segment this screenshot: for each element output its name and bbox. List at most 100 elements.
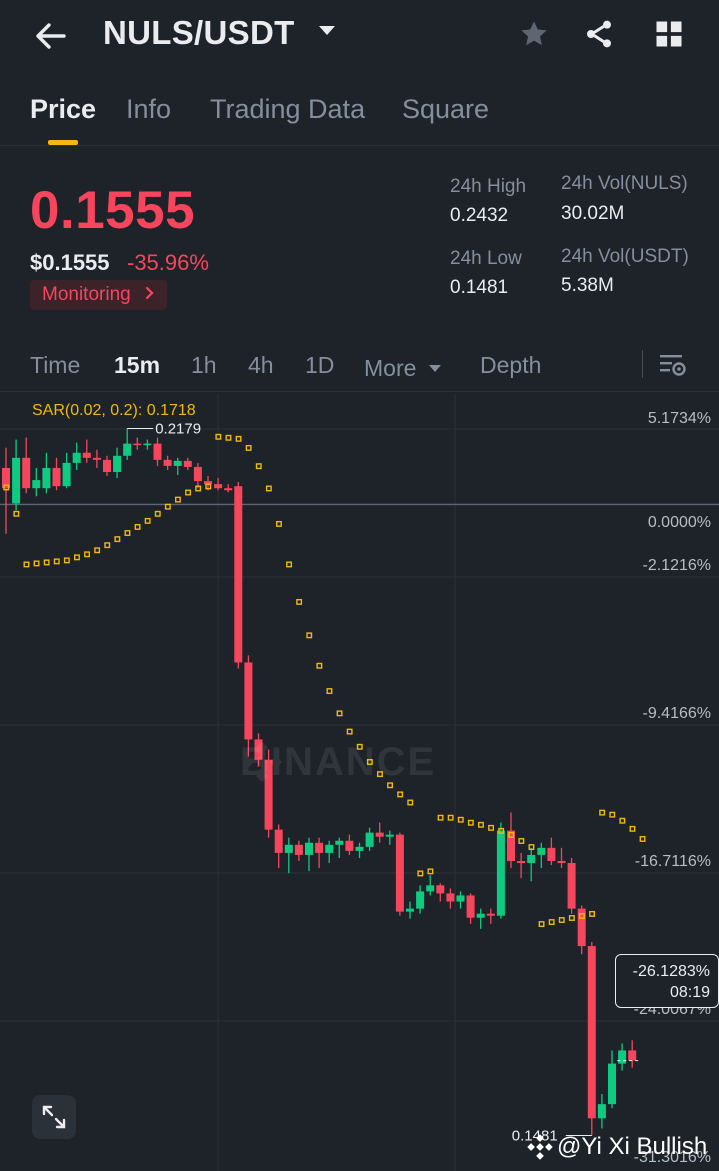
tab-square[interactable]: Square (402, 94, 490, 124)
candle-body (335, 840, 344, 845)
main-tabs: Price Info Trading Data Square (0, 82, 719, 146)
candle-body (32, 480, 41, 489)
star-icon[interactable] (518, 18, 550, 50)
sar-dot (114, 536, 121, 543)
depth-tab[interactable]: Depth (480, 352, 542, 378)
sar-dot (326, 688, 333, 695)
candle-body (224, 488, 233, 491)
chart-settings-icon[interactable] (658, 350, 688, 380)
candle-body (628, 1050, 637, 1061)
candle-body (537, 847, 546, 855)
candle-body (587, 946, 596, 1119)
candle-body (527, 854, 536, 864)
candle-body (274, 829, 283, 853)
share-icon[interactable] (583, 18, 615, 50)
expand-icon[interactable] (32, 1095, 76, 1139)
sar-dot (336, 710, 343, 717)
sar-dot (457, 816, 464, 823)
monitoring-badge[interactable]: Monitoring (30, 280, 167, 310)
sar-dot (23, 561, 30, 568)
candle-body (416, 891, 425, 909)
interval-bar: Time 15m 1h 4h 1D More Depth (0, 340, 719, 392)
sar-dot (356, 743, 363, 750)
candle-body (426, 885, 435, 892)
sar-dot (195, 485, 202, 492)
candle-body (52, 467, 61, 487)
interval-1h[interactable]: 1h (191, 352, 217, 378)
candle-body (294, 844, 303, 855)
sar-dot (579, 913, 585, 919)
price-change-percent: -35.96% (127, 250, 209, 275)
sar-dot (124, 530, 131, 536)
interval-15m[interactable]: 15m (114, 352, 161, 378)
sar-dot (387, 782, 393, 789)
sar-dot (3, 484, 10, 491)
sar-dot (154, 510, 161, 517)
sar-dot (589, 910, 595, 917)
sar-dot (245, 444, 252, 451)
chart-canvas: 0.2179 0.1481 (0, 394, 719, 1171)
current-time: 08:19 (669, 984, 710, 1001)
sar-dot (33, 560, 40, 567)
sar-dot (265, 485, 272, 492)
high-value: 0.2432 (450, 205, 509, 226)
interval-time[interactable]: Time (30, 352, 81, 378)
sar-dot (548, 919, 555, 925)
candle-body (345, 840, 354, 851)
usd-price: $0.1555 (30, 250, 110, 275)
sar-dot (538, 921, 545, 928)
candle-body (42, 467, 51, 489)
interval-4h[interactable]: 4h (248, 352, 274, 378)
sar-dot (13, 510, 20, 517)
low-value: 0.1481 (450, 277, 509, 298)
candle-body (476, 913, 485, 918)
sar-dot (225, 434, 232, 441)
pair-title[interactable]: NULS/USDT (103, 14, 295, 51)
sar-dot (53, 558, 60, 565)
sar-dot (508, 831, 515, 838)
sar-dot (94, 547, 101, 554)
candle-body (193, 466, 202, 482)
sar-dot (174, 496, 181, 503)
candle-body (395, 834, 404, 912)
candle-body (2, 467, 10, 489)
more-label: More (364, 355, 417, 381)
interval-1d[interactable]: 1D (305, 352, 335, 378)
back-arrow-icon[interactable] (32, 18, 68, 54)
grid-icon[interactable] (653, 18, 685, 50)
watermark-text: BINANCE (240, 740, 437, 784)
vol-quote-value: 5.38M (561, 275, 614, 296)
author-credit: @Yi Xi Bullish (557, 1133, 708, 1160)
candlestick-chart[interactable]: 0.2179 0.1481 SAR(0.02, 0.2): 0.1718 5.17… (0, 394, 719, 1171)
candle-body (234, 486, 243, 663)
low-marker-label: 0.1481 (512, 1128, 558, 1145)
top-bar: NULS/USDT (0, 0, 719, 72)
tab-trading-data[interactable]: Trading Data (210, 94, 366, 124)
high-label: 24h High (450, 176, 527, 197)
sar-dot (427, 868, 434, 875)
candle-body (143, 443, 152, 446)
axis-label: 0.0000% (647, 514, 711, 531)
candle-body (173, 460, 182, 466)
tab-info[interactable]: Info (126, 94, 172, 124)
caret-down-icon[interactable] (318, 24, 336, 42)
vol-base-label: 24h Vol(NULS) (561, 173, 688, 194)
candle-body (254, 739, 263, 760)
sar-dot (276, 520, 282, 527)
candle-body (436, 885, 445, 894)
sar-dot (84, 551, 91, 558)
sar-dot (558, 917, 565, 923)
sar-dot (568, 915, 575, 921)
sar-indicator-label: SAR(0.02, 0.2): 0.1718 (32, 402, 196, 419)
sar-dot (407, 799, 414, 806)
sar-dot (437, 814, 444, 821)
interval-more[interactable]: More (364, 352, 441, 382)
candle-body (264, 759, 273, 830)
sar-dot (599, 809, 606, 816)
sar-dot (235, 435, 242, 442)
sar-dot (215, 433, 222, 440)
tab-price[interactable]: Price (30, 94, 97, 124)
candle-body (517, 861, 526, 864)
sar-dot (609, 811, 616, 818)
candle-body (305, 842, 313, 855)
